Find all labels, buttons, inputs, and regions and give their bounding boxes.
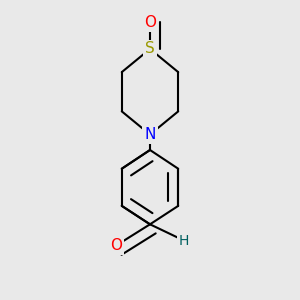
Text: H: H	[179, 234, 189, 248]
Text: O: O	[110, 238, 122, 253]
Text: N: N	[144, 127, 156, 142]
Text: S: S	[145, 41, 155, 56]
Text: O: O	[144, 15, 156, 30]
